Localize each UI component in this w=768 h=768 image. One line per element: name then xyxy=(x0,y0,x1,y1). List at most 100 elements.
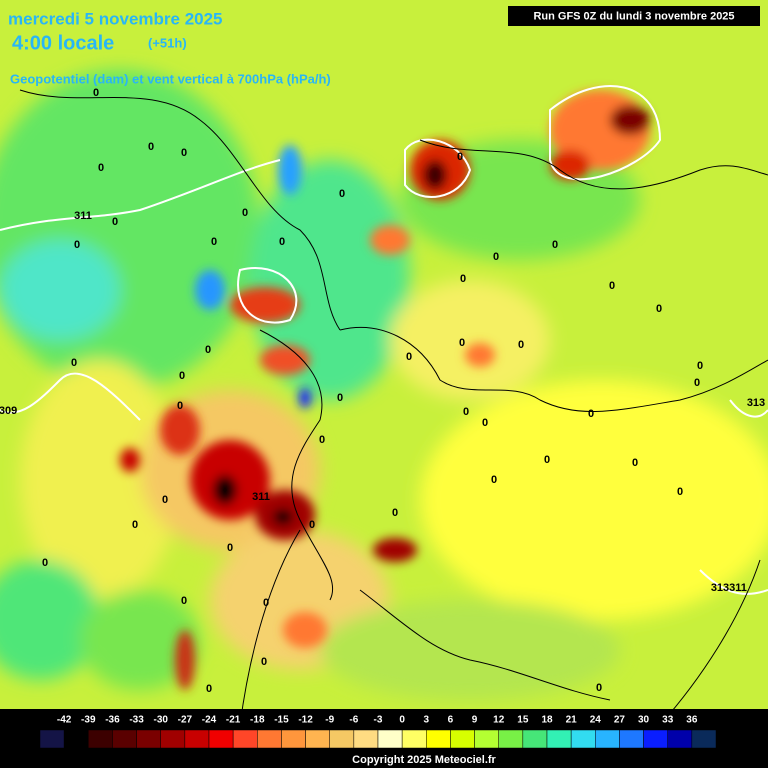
contour-label: 0 xyxy=(518,339,524,351)
color-swatch xyxy=(474,729,499,749)
colorbar-tick-label: -33 xyxy=(129,715,144,726)
colorbar-tick-label: -36 xyxy=(105,715,120,726)
contour-label: 0 xyxy=(544,454,550,466)
colorbar-tick-label: -24 xyxy=(202,715,217,726)
contour-label: 0 xyxy=(457,151,463,163)
color-swatch xyxy=(136,729,161,749)
contour-label: 0 xyxy=(309,519,315,531)
contour-label: 311 xyxy=(729,582,747,594)
color-swatch xyxy=(450,729,475,749)
contour-label: 0 xyxy=(460,273,466,285)
contour-label: 0 xyxy=(181,147,187,159)
contour-label: 0 xyxy=(406,351,412,363)
color-swatch xyxy=(39,729,65,749)
contour-label: 0 xyxy=(162,494,168,506)
contour-label: 0 xyxy=(459,337,465,349)
contour-label: 311 xyxy=(252,491,270,503)
contour-label: 0 xyxy=(181,595,187,607)
colorbar-tick-label: -27 xyxy=(178,715,193,726)
run-label: Run GFS 0Z du lundi 3 novembre 2025 xyxy=(533,10,734,22)
run-banner xyxy=(508,6,760,26)
colorbar-tick-label: 21 xyxy=(566,715,578,726)
colorbar-tick-label: 18 xyxy=(541,715,553,726)
contour-label: 0 xyxy=(179,370,185,382)
contour-label: 0 xyxy=(677,486,683,498)
color-swatch xyxy=(426,729,451,749)
colorbar-tick-label: 27 xyxy=(614,715,626,726)
contour-label: 0 xyxy=(206,683,212,695)
color-swatch xyxy=(160,729,186,749)
color-swatch xyxy=(208,729,234,749)
contour-label: 311 xyxy=(74,210,92,222)
time-title: 4:00 locale xyxy=(12,32,114,54)
colorbar-tick-label: 33 xyxy=(662,715,674,726)
contour-label: 0 xyxy=(319,434,325,446)
colorbar-tick-label: -15 xyxy=(274,715,289,726)
colorbar-tick-label: 15 xyxy=(517,715,529,726)
color-swatch xyxy=(522,729,548,749)
contour-label: 0 xyxy=(42,557,48,569)
parameter-title: Geopotentiel (dam) et vent vertical à 70… xyxy=(10,71,331,86)
contour-label: 0 xyxy=(493,251,499,263)
contour-label: 0 xyxy=(71,357,77,369)
contour-label: 0 xyxy=(74,239,80,251)
color-swatch xyxy=(667,729,693,749)
color-swatch xyxy=(377,729,403,749)
color-swatch xyxy=(112,729,137,749)
colorbar-tick-label: -18 xyxy=(250,715,265,726)
colorbar: -42 -39 -36 -33 -30 -27 -24 -21 -18 -15 -12 -9 -6 -3 0… xyxy=(39,715,717,749)
color-swatch xyxy=(257,729,282,749)
contour-label: 0 xyxy=(211,236,217,248)
contour-label: 0 xyxy=(132,519,138,531)
color-swatch xyxy=(643,729,668,749)
color-swatch xyxy=(691,729,717,749)
contour-label: 0 xyxy=(261,656,267,668)
contour-label: 0 xyxy=(491,474,497,486)
date-title: mercredi 5 novembre 2025 xyxy=(8,9,223,28)
color-swatch xyxy=(570,729,596,749)
colorbar-tick-label: 6 xyxy=(448,715,454,726)
contour-label: 0 xyxy=(339,188,345,200)
color-swatch xyxy=(63,729,89,749)
contour-label: 0 xyxy=(482,417,488,429)
contour-label: 309 xyxy=(0,405,17,417)
colorbar-tick-label: 24 xyxy=(590,715,602,726)
colorbar-tick-label: 36 xyxy=(686,715,698,726)
colorbar-tick-label: 9 xyxy=(472,715,478,726)
color-swatch xyxy=(232,729,258,749)
color-swatch xyxy=(546,729,572,749)
color-swatch xyxy=(281,729,306,749)
contour-label: 0 xyxy=(263,597,269,609)
contour-label: 0 xyxy=(656,303,662,315)
colorbar-tick-label: 0 xyxy=(399,715,405,726)
contour-label: 0 xyxy=(337,392,343,404)
contour-label: 0 xyxy=(177,400,183,412)
color-swatch xyxy=(595,729,620,749)
colorbar-tick-label: -39 xyxy=(81,715,96,726)
colorbar-tick-label: -42 xyxy=(57,715,72,726)
colorbar-tick-label: -3 xyxy=(374,715,383,726)
color-swatch xyxy=(498,729,524,749)
color-swatch xyxy=(88,729,113,749)
colorbar-tick-label: 12 xyxy=(493,715,505,726)
contour-label: 0 xyxy=(205,344,211,356)
contour-label: 313 xyxy=(711,582,729,594)
colorbar-tick-label: 3 xyxy=(424,715,430,726)
contour-label: 0 xyxy=(93,87,99,99)
color-swatch xyxy=(305,729,330,749)
colorbar-tick-label: -9 xyxy=(325,715,334,726)
contour-label: 0 xyxy=(588,408,594,420)
color-swatch xyxy=(329,729,355,749)
contour-label: 0 xyxy=(694,377,700,389)
contour-label: 0 xyxy=(463,406,469,418)
contour-label: 0 xyxy=(279,236,285,248)
color-swatch xyxy=(353,729,379,749)
color-swatch xyxy=(619,729,644,749)
contour-label: 0 xyxy=(596,682,602,694)
colorbar-tick-label: -12 xyxy=(298,715,313,726)
color-swatch xyxy=(184,729,210,749)
contour-label: 0 xyxy=(242,207,248,219)
colorbar-tick-label: -21 xyxy=(226,715,241,726)
contour-label: 0 xyxy=(697,360,703,372)
